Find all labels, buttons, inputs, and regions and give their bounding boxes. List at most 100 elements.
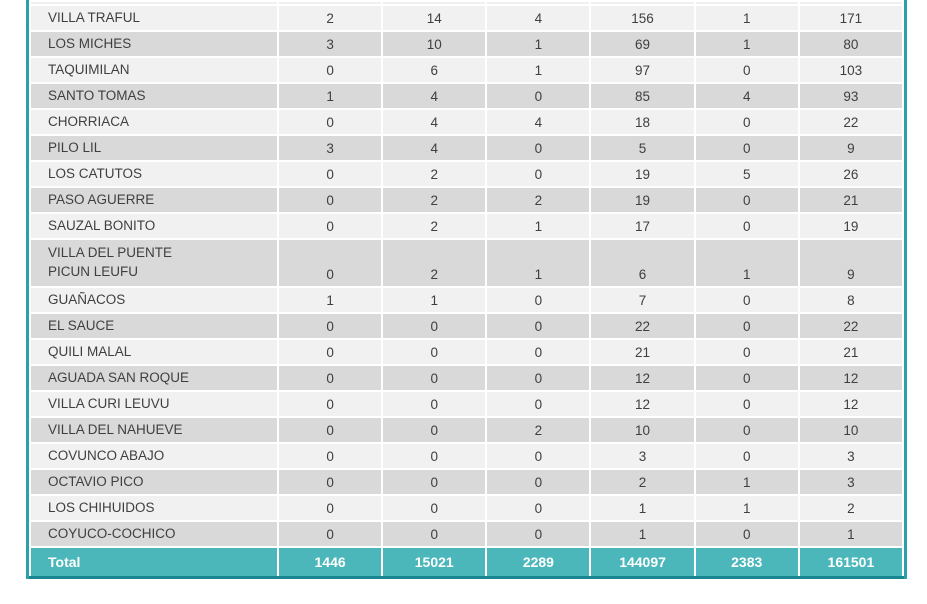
value-cell: 80 (799, 32, 902, 56)
value-cell: 0 (695, 444, 798, 468)
locality-name: TAQUIMILAN (31, 58, 277, 82)
value-cell: 103 (799, 58, 902, 82)
table-row: COVUNCO ABAJO 0 0 0 3 0 3 (31, 444, 902, 468)
value-cell: 1 (695, 240, 798, 286)
locality-name: COVUNCO ABAJO (31, 444, 277, 468)
table-row: AGUADA SAN ROQUE 0 0 0 12 0 12 (31, 366, 902, 390)
value-cell: 21 (799, 340, 902, 364)
value-cell: 0 (279, 418, 382, 442)
table-row: SANTO TOMAS 1 4 0 85 4 93 (31, 84, 902, 108)
total-value-cell: 144097 (591, 548, 694, 576)
locality-name: COYUCO-COCHICO (31, 522, 277, 546)
value-cell: 0 (279, 58, 382, 82)
value-cell: 1 (487, 32, 590, 56)
value-cell: 0 (279, 162, 382, 186)
localities-table-frame: VILLA TRAFUL 2 14 4 156 1 171 LOS MICHES… (26, 0, 907, 579)
value-cell: 10 (383, 32, 486, 56)
locality-name: PILO LIL (31, 136, 277, 160)
value-cell: 0 (279, 496, 382, 520)
value-cell: 21 (799, 188, 902, 212)
value-cell: 0 (695, 522, 798, 546)
value-cell: 0 (487, 288, 590, 312)
value-cell: 0 (695, 366, 798, 390)
value-cell: 1 (591, 522, 694, 546)
value-cell: 0 (487, 522, 590, 546)
value-cell: 0 (695, 340, 798, 364)
table-row: VILLA DEL PUENTE PICUN LEUFU 0 2 1 6 1 9 (31, 240, 902, 286)
value-cell: 0 (279, 340, 382, 364)
value-cell: 4 (383, 136, 486, 160)
table-row: QUILI MALAL 0 0 0 21 0 21 (31, 340, 902, 364)
value-cell: 85 (591, 84, 694, 108)
value-cell: 1 (695, 32, 798, 56)
value-cell: 0 (487, 366, 590, 390)
value-cell: 2 (799, 496, 902, 520)
value-cell: 8 (799, 288, 902, 312)
table-row: EL SAUCE 0 0 0 22 0 22 (31, 314, 902, 338)
locality-name: VILLA DEL NAHUEVE (31, 418, 277, 442)
locality-name: VILLA DEL PUENTE PICUN LEUFU (31, 240, 277, 286)
value-cell: 17 (591, 214, 694, 238)
table-row: OCTAVIO PICO 0 0 0 2 1 3 (31, 470, 902, 494)
value-cell: 0 (383, 340, 486, 364)
table-row: VILLA DEL NAHUEVE 0 0 2 10 0 10 (31, 418, 902, 442)
locality-name: LOS CHIHUIDOS (31, 496, 277, 520)
value-cell: 3 (279, 136, 382, 160)
locality-name: GUAÑACOS (31, 288, 277, 312)
value-cell: 10 (799, 418, 902, 442)
cropped-cell (279, 2, 382, 4)
value-cell: 1 (487, 214, 590, 238)
value-cell: 0 (695, 314, 798, 338)
table-row: VILLA CURI LEUVU 0 0 0 12 0 12 (31, 392, 902, 416)
value-cell: 1 (279, 84, 382, 108)
table-row: TAQUIMILAN 0 6 1 97 0 103 (31, 58, 902, 82)
value-cell: 1 (383, 288, 486, 312)
value-cell: 26 (799, 162, 902, 186)
value-cell: 0 (487, 136, 590, 160)
value-cell: 2 (383, 214, 486, 238)
value-cell: 12 (799, 392, 902, 416)
value-cell: 10 (591, 418, 694, 442)
value-cell: 0 (487, 444, 590, 468)
table-row: PASO AGUERRE 0 2 2 19 0 21 (31, 188, 902, 212)
value-cell: 18 (591, 110, 694, 134)
total-value-cell: 2383 (695, 548, 798, 576)
locality-name: VILLA CURI LEUVU (31, 392, 277, 416)
value-cell: 3 (799, 444, 902, 468)
total-row: Total 1446 15021 2289 144097 2383 161501 (31, 548, 902, 576)
cropped-cell (591, 2, 694, 4)
value-cell: 2 (591, 470, 694, 494)
value-cell: 0 (383, 392, 486, 416)
value-cell: 0 (487, 84, 590, 108)
value-cell: 5 (591, 136, 694, 160)
locality-name: EL SAUCE (31, 314, 277, 338)
table-bottom-border (29, 576, 904, 579)
value-cell: 97 (591, 58, 694, 82)
cropped-cell (383, 2, 486, 4)
value-cell: 4 (383, 84, 486, 108)
locality-name: SAUZAL BONITO (31, 214, 277, 238)
table-row: LOS CHIHUIDOS 0 0 0 1 1 2 (31, 496, 902, 520)
value-cell: 14 (383, 6, 486, 30)
table-row: VILLA TRAFUL 2 14 4 156 1 171 (31, 6, 902, 30)
value-cell: 4 (383, 110, 486, 134)
value-cell: 0 (279, 214, 382, 238)
value-cell: 0 (383, 470, 486, 494)
cropped-cell (695, 2, 798, 4)
total-value-cell: 2289 (487, 548, 590, 576)
value-cell: 19 (591, 188, 694, 212)
value-cell: 12 (591, 366, 694, 390)
value-cell: 93 (799, 84, 902, 108)
value-cell: 0 (279, 392, 382, 416)
value-cell: 0 (695, 288, 798, 312)
value-cell: 4 (487, 6, 590, 30)
cropped-top-row (31, 2, 902, 4)
table-row: CHORRIACA 0 4 4 18 0 22 (31, 110, 902, 134)
value-cell: 6 (383, 58, 486, 82)
value-cell: 6 (591, 240, 694, 286)
value-cell: 3 (591, 444, 694, 468)
total-value-cell: 161501 (799, 548, 902, 576)
value-cell: 0 (279, 240, 382, 286)
cropped-cell (799, 2, 902, 4)
